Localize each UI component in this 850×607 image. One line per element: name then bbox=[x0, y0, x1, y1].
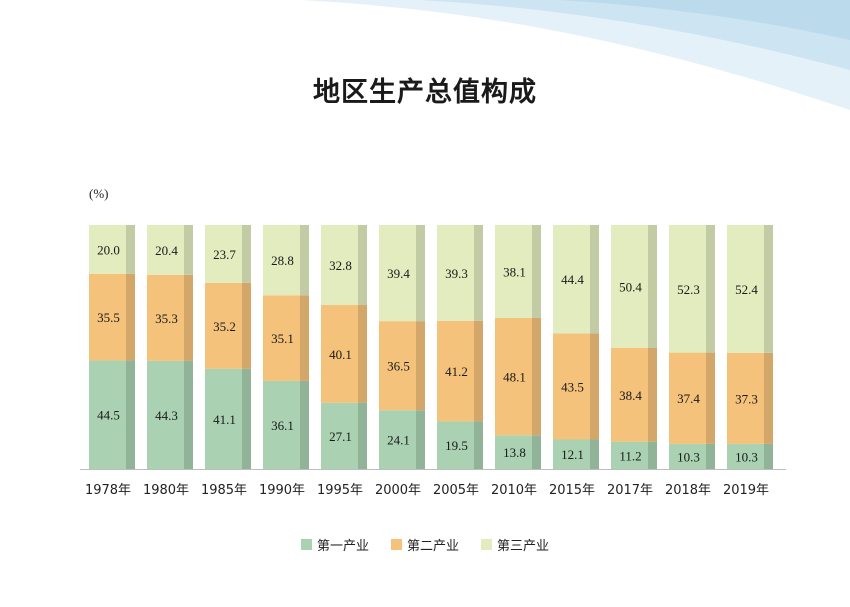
y-unit-label: (%) bbox=[89, 186, 109, 201]
data-label-tertiary-11: 52.4 bbox=[735, 282, 758, 297]
data-label-primary-6: 19.5 bbox=[445, 438, 468, 453]
data-label-tertiary-3: 28.8 bbox=[271, 253, 294, 268]
bar-secondary-8 bbox=[553, 333, 599, 440]
bar-secondary-1 bbox=[147, 274, 193, 361]
legend-swatch-secondary bbox=[390, 539, 402, 550]
data-label-primary-10: 10.3 bbox=[677, 449, 700, 464]
data-label-secondary-9: 38.4 bbox=[619, 388, 642, 403]
legend: 第一产业 第二产业 第三产业 bbox=[0, 535, 850, 554]
bar-tertiary-7 bbox=[495, 225, 541, 318]
bar-primary-1 bbox=[147, 360, 193, 469]
x-tick-label-1: 1980年 bbox=[143, 483, 189, 498]
bar-secondary-4 bbox=[321, 305, 367, 403]
legend-swatch-tertiary bbox=[481, 539, 492, 550]
x-tick-label-11: 2019年 bbox=[723, 483, 769, 498]
bar-primary-6 bbox=[437, 421, 483, 469]
x-tick-label-6: 2005年 bbox=[433, 483, 479, 498]
bar-primary-4 bbox=[321, 402, 367, 469]
data-label-tertiary-10: 52.3 bbox=[677, 282, 700, 297]
data-label-primary-3: 36.1 bbox=[271, 418, 294, 433]
data-label-secondary-4: 40.1 bbox=[329, 347, 352, 362]
bar-primary-8 bbox=[553, 439, 599, 469]
data-label-primary-0: 44.5 bbox=[97, 408, 120, 423]
bar-primary-11 bbox=[727, 443, 773, 469]
bar-tertiary-10 bbox=[669, 225, 715, 353]
data-label-tertiary-9: 50.4 bbox=[619, 279, 642, 294]
legend-item-secondary: 第二产业 bbox=[390, 535, 459, 554]
bar-tertiary-11 bbox=[727, 225, 773, 353]
bar-tertiary-1 bbox=[147, 225, 193, 275]
data-label-secondary-6: 41.2 bbox=[445, 364, 468, 379]
data-label-secondary-8: 43.5 bbox=[561, 379, 584, 394]
bar-primary-0 bbox=[89, 360, 135, 469]
bar-tertiary-9 bbox=[611, 225, 657, 348]
chart-title: 地区生产总值构成 bbox=[313, 77, 537, 108]
data-label-secondary-2: 35.2 bbox=[213, 319, 236, 334]
bar-primary-2 bbox=[205, 368, 251, 469]
bar-secondary-0 bbox=[89, 273, 135, 361]
bar-primary-10 bbox=[669, 443, 715, 469]
x-tick-label-0: 1978年 bbox=[85, 483, 131, 498]
bar-tertiary-6 bbox=[437, 225, 483, 321]
data-label-tertiary-4: 32.8 bbox=[329, 258, 352, 273]
data-label-secondary-0: 35.5 bbox=[97, 310, 120, 325]
bar-secondary-7 bbox=[495, 317, 541, 436]
data-label-tertiary-8: 44.4 bbox=[561, 272, 584, 287]
bar-primary-9 bbox=[611, 441, 657, 469]
bar-tertiary-3 bbox=[263, 225, 309, 296]
legend-label-tertiary: 第三产业 bbox=[497, 539, 550, 554]
data-label-tertiary-1: 20.4 bbox=[155, 243, 178, 258]
legend-swatch-primary bbox=[300, 539, 312, 550]
data-label-primary-8: 12.1 bbox=[561, 447, 584, 462]
data-label-secondary-1: 35.3 bbox=[155, 311, 178, 326]
bar-tertiary-8 bbox=[553, 225, 599, 334]
x-tick-label-4: 1995年 bbox=[317, 483, 363, 498]
x-tick-label-7: 2010年 bbox=[491, 483, 537, 498]
legend-label-primary: 第一产业 bbox=[316, 539, 369, 554]
bar-secondary-3 bbox=[263, 295, 309, 381]
x-tick-label-2: 1985年 bbox=[201, 483, 247, 498]
bar-tertiary-5 bbox=[379, 225, 425, 322]
data-label-primary-7: 13.8 bbox=[503, 445, 526, 460]
bar-secondary-6 bbox=[437, 320, 483, 422]
data-label-primary-5: 24.1 bbox=[387, 433, 410, 448]
data-label-primary-1: 44.3 bbox=[155, 408, 178, 423]
legend-item-primary: 第一产业 bbox=[300, 535, 369, 554]
bar-secondary-9 bbox=[611, 347, 657, 442]
x-tick-label-3: 1990年 bbox=[259, 483, 305, 498]
data-label-primary-2: 41.1 bbox=[213, 412, 236, 427]
legend-label-secondary: 第二产业 bbox=[406, 539, 459, 554]
data-label-primary-9: 11.2 bbox=[619, 448, 641, 463]
bar-tertiary-0 bbox=[89, 225, 135, 274]
x-tick-label-5: 2000年 bbox=[375, 483, 421, 498]
x-tick-label-9: 2017年 bbox=[607, 483, 653, 498]
bar-secondary-11 bbox=[727, 352, 773, 444]
data-label-secondary-5: 36.5 bbox=[387, 359, 410, 374]
data-label-secondary-7: 48.1 bbox=[503, 370, 526, 385]
data-label-tertiary-2: 23.7 bbox=[213, 247, 236, 262]
data-label-primary-4: 27.1 bbox=[329, 429, 352, 444]
data-label-secondary-3: 35.1 bbox=[271, 331, 294, 346]
data-label-tertiary-6: 39.3 bbox=[445, 266, 468, 281]
bar-secondary-5 bbox=[379, 321, 425, 411]
bar-tertiary-4 bbox=[321, 225, 367, 306]
data-label-tertiary-7: 38.1 bbox=[503, 264, 526, 279]
data-label-tertiary-0: 20.0 bbox=[97, 242, 120, 257]
bar-secondary-10 bbox=[669, 352, 715, 444]
data-label-tertiary-5: 39.4 bbox=[387, 266, 410, 281]
bar-primary-5 bbox=[379, 410, 425, 469]
bar-tertiary-2 bbox=[205, 225, 251, 283]
data-label-secondary-10: 37.4 bbox=[677, 391, 700, 406]
bar-secondary-2 bbox=[205, 282, 251, 369]
data-label-secondary-11: 37.3 bbox=[735, 391, 758, 406]
bar-primary-3 bbox=[263, 380, 309, 469]
bar-primary-7 bbox=[495, 435, 541, 469]
x-tick-label-10: 2018年 bbox=[665, 483, 711, 498]
legend-item-tertiary: 第三产业 bbox=[481, 535, 549, 554]
x-tick-label-8: 2015年 bbox=[549, 483, 595, 498]
data-label-primary-11: 10.3 bbox=[735, 449, 758, 464]
